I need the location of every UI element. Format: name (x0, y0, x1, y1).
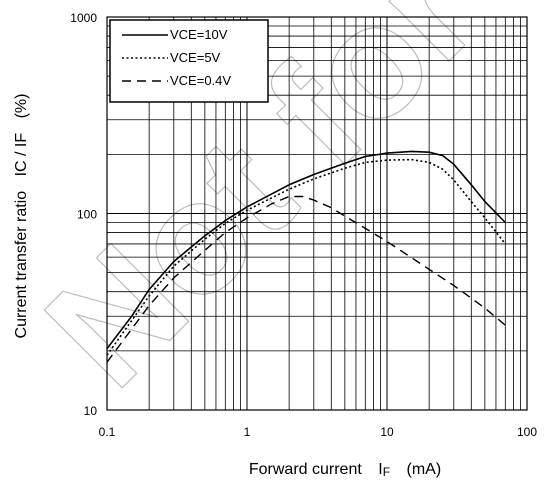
x-tick-label: 0.1 (99, 425, 116, 439)
y-tick-label: 1000 (70, 11, 97, 25)
legend-box (109, 19, 269, 103)
x-tick-label: 1 (244, 425, 251, 439)
series-line-2 (106, 158, 506, 356)
y-axis-label: Current transfer ratio IC / IF (%) (13, 94, 30, 339)
series-line-3 (106, 195, 506, 363)
series-lines (106, 150, 506, 363)
legend-label-3: VCE=0.4V (170, 73, 231, 88)
x-tick-label: 10 (380, 425, 394, 439)
series-line-1 (106, 150, 506, 350)
y-tick-label: 100 (77, 208, 97, 222)
legend-label-1: VCE=10V (170, 27, 228, 42)
x-tick-label: 100 (517, 425, 537, 439)
tick-labels: 0.1 1 10 100 10 100 1000 (70, 11, 537, 439)
legend-label-2: VCE=5V (170, 50, 221, 65)
plot-frame (106, 16, 528, 411)
legend: VCE=10V VCE=5V VCE=0.4V (109, 19, 269, 103)
y-tick-label: 10 (84, 404, 98, 418)
x-axis-label: Forward current IF (mA) (249, 461, 441, 480)
